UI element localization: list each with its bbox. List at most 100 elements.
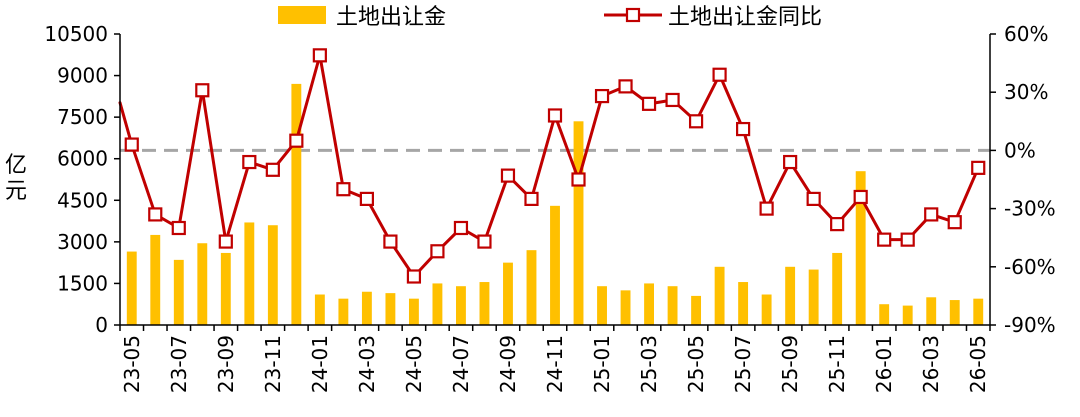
right-tick-label-0: 0% (1004, 138, 1036, 162)
right-tick-label--60: -60% (1004, 255, 1056, 279)
marker-26-01 (877, 232, 892, 247)
line-segment-24-08 (482, 174, 510, 244)
bar-23-06 (150, 234, 161, 325)
marker-24-03 (359, 191, 374, 206)
bar-24-10 (526, 250, 537, 325)
marker-25-02 (618, 79, 633, 94)
x-tick-label-24-11: 24-11 (543, 335, 567, 393)
legend-bar-swatch (278, 6, 326, 24)
x-tick-group: 23-05 23-07 23-09 23-11 24-01 24-03 24-05 24-07… (119, 325, 991, 393)
line-segment-23-07 (177, 88, 204, 230)
x-tick-label-23-07: 23-07 (167, 335, 191, 393)
x-tick-label-25-11: 25-11 (825, 335, 849, 393)
bar-25-08 (761, 294, 772, 325)
marker-23-08 (195, 83, 210, 98)
marker-23-09 (218, 234, 233, 249)
bar-24-04 (385, 293, 396, 325)
bar-23-11 (267, 225, 278, 325)
marker-24-07 (453, 220, 469, 236)
x-tick-label-25-07: 25-07 (731, 335, 755, 393)
line-segment-24-11 (553, 113, 581, 181)
bar-23-10 (244, 222, 255, 325)
bar-25-07 (738, 282, 749, 325)
marker-25-01 (594, 88, 610, 104)
legend-line-label: 土地出让金同比 (668, 5, 822, 30)
marker-25-05 (688, 114, 704, 129)
left-tick-label-0: 0 (95, 313, 108, 337)
left-y-axis-label: 亿元 (5, 153, 27, 204)
left-y-tick-group: 0 1500 3000 4500 6000 7500 9000 10500 (44, 22, 120, 337)
x-tick-label-24-09: 24-09 (496, 335, 520, 393)
x-tick-label-24-07: 24-07 (449, 335, 473, 393)
x-tick-label-23-05: 23-05 (120, 335, 144, 393)
bar-25-06 (714, 266, 725, 325)
marker-23-05 (124, 137, 139, 152)
marker-23-10 (242, 154, 257, 170)
x-tick-label-25-09: 25-09 (778, 335, 802, 393)
left-tick-label-7500: 7500 (57, 105, 108, 129)
marker-24-01 (312, 48, 327, 63)
bar-25-02 (620, 290, 631, 325)
marker-25-06 (712, 67, 727, 82)
line-segment-25-06 (718, 73, 745, 131)
right-tick-label-60: 60% (1004, 22, 1048, 46)
marker-24-06 (430, 244, 445, 259)
bar-24-09 (503, 262, 513, 325)
legend: 土地出让金 土地出让金同比 (278, 5, 822, 30)
marker-26-04 (947, 215, 962, 230)
bar-24-05 (408, 298, 419, 325)
line-segment-24-01 (318, 53, 345, 191)
x-tick-label-26-03: 26-03 (919, 335, 943, 393)
bar-24-07 (456, 286, 466, 325)
marker-24-10 (524, 191, 539, 206)
marker-24-04 (383, 234, 398, 249)
x-tick-label-25-03: 25-03 (637, 335, 661, 393)
line-marker-group (124, 48, 986, 284)
marker-24-11 (547, 108, 563, 123)
marker-25-07 (736, 121, 751, 137)
bar-24-01 (314, 294, 325, 325)
line-segment-24-12 (577, 94, 604, 181)
bar-23-07 (173, 259, 184, 325)
marker-25-09 (783, 154, 798, 170)
right-tick-label--90: -90% (1004, 313, 1056, 337)
x-tick-label-24-05: 24-05 (402, 335, 426, 393)
line-segment-24-03 (365, 197, 392, 244)
bar-26-01 (879, 304, 890, 325)
line-segment-23-12 (294, 53, 322, 143)
line-segment-23-09 (224, 160, 251, 244)
bar-26-04 (949, 300, 960, 325)
x-tick-label-23-11: 23-11 (261, 335, 285, 393)
marker-23-11 (265, 162, 280, 177)
marker-23-06 (148, 207, 163, 222)
right-tick-label--30: -30% (1004, 197, 1056, 221)
bar-25-09 (785, 266, 796, 325)
bar-25-04 (667, 286, 678, 325)
bar-25-12 (855, 171, 866, 325)
bar-series-group (126, 83, 984, 325)
bar-26-02 (902, 305, 913, 325)
bar-23-05 (126, 251, 137, 325)
left-tick-label-6000: 6000 (57, 147, 108, 171)
left-tick-label-3000: 3000 (57, 230, 108, 254)
marker-23-12 (289, 133, 304, 148)
bar-24-06 (432, 283, 443, 325)
left-tick-label-10500: 10500 (44, 22, 108, 46)
bar-24-08 (479, 282, 490, 325)
bar-23-08 (197, 243, 208, 325)
bar-25-03 (644, 283, 654, 325)
right-tick-label-30: 30% (1004, 80, 1048, 104)
line-segment-25-07 (741, 127, 769, 211)
marker-25-12 (853, 189, 868, 205)
marker-23-07 (171, 220, 186, 236)
bar-26-05 (973, 298, 984, 325)
bar-24-02 (338, 298, 349, 325)
x-tick-label-25-01: 25-01 (590, 335, 614, 393)
bar-25-11 (832, 252, 843, 325)
x-tick-label-26-01: 26-01 (872, 335, 896, 393)
marker-25-10 (806, 191, 821, 206)
legend-bar-label: 土地出让金 (336, 5, 446, 30)
bar-23-09 (220, 252, 231, 325)
